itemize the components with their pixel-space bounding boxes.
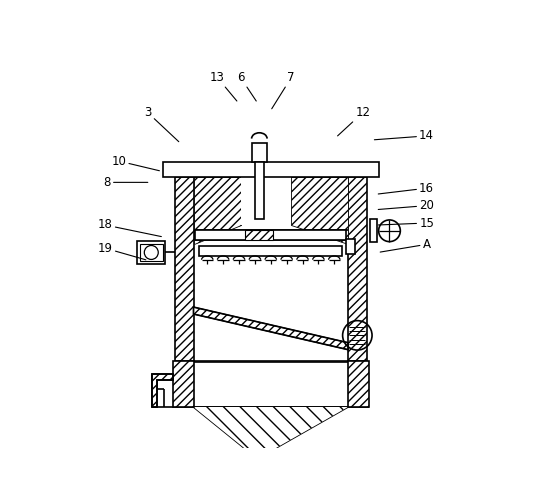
Text: 7: 7 <box>272 71 295 109</box>
Text: 14: 14 <box>374 129 434 142</box>
Bar <box>351 468 364 489</box>
Bar <box>193 177 348 361</box>
Bar <box>195 230 346 240</box>
Bar <box>199 246 342 256</box>
Text: 3: 3 <box>144 106 179 142</box>
Text: 19: 19 <box>98 242 146 260</box>
Bar <box>173 361 193 407</box>
Polygon shape <box>193 177 241 244</box>
Bar <box>175 177 193 361</box>
Text: 6: 6 <box>237 71 256 101</box>
Bar <box>178 468 190 489</box>
Text: 12: 12 <box>337 106 370 136</box>
Bar <box>140 243 163 262</box>
Text: 18: 18 <box>98 218 161 236</box>
Bar <box>348 177 367 361</box>
Bar <box>137 241 165 264</box>
Bar <box>246 230 273 240</box>
Text: 10: 10 <box>111 154 160 171</box>
Text: 15: 15 <box>378 216 434 229</box>
Polygon shape <box>193 307 348 350</box>
Bar <box>252 143 266 162</box>
Text: A: A <box>380 238 430 252</box>
Polygon shape <box>193 407 348 452</box>
Text: 8: 8 <box>104 176 148 189</box>
Polygon shape <box>291 177 348 244</box>
Text: 13: 13 <box>210 71 237 101</box>
Bar <box>251 452 268 468</box>
Bar <box>348 361 368 407</box>
Text: 20: 20 <box>378 199 434 212</box>
Bar <box>346 238 355 254</box>
Bar <box>370 219 376 242</box>
Bar <box>255 162 264 219</box>
Polygon shape <box>241 177 291 225</box>
Polygon shape <box>152 374 173 407</box>
Bar <box>162 162 379 177</box>
Text: 16: 16 <box>378 182 434 195</box>
